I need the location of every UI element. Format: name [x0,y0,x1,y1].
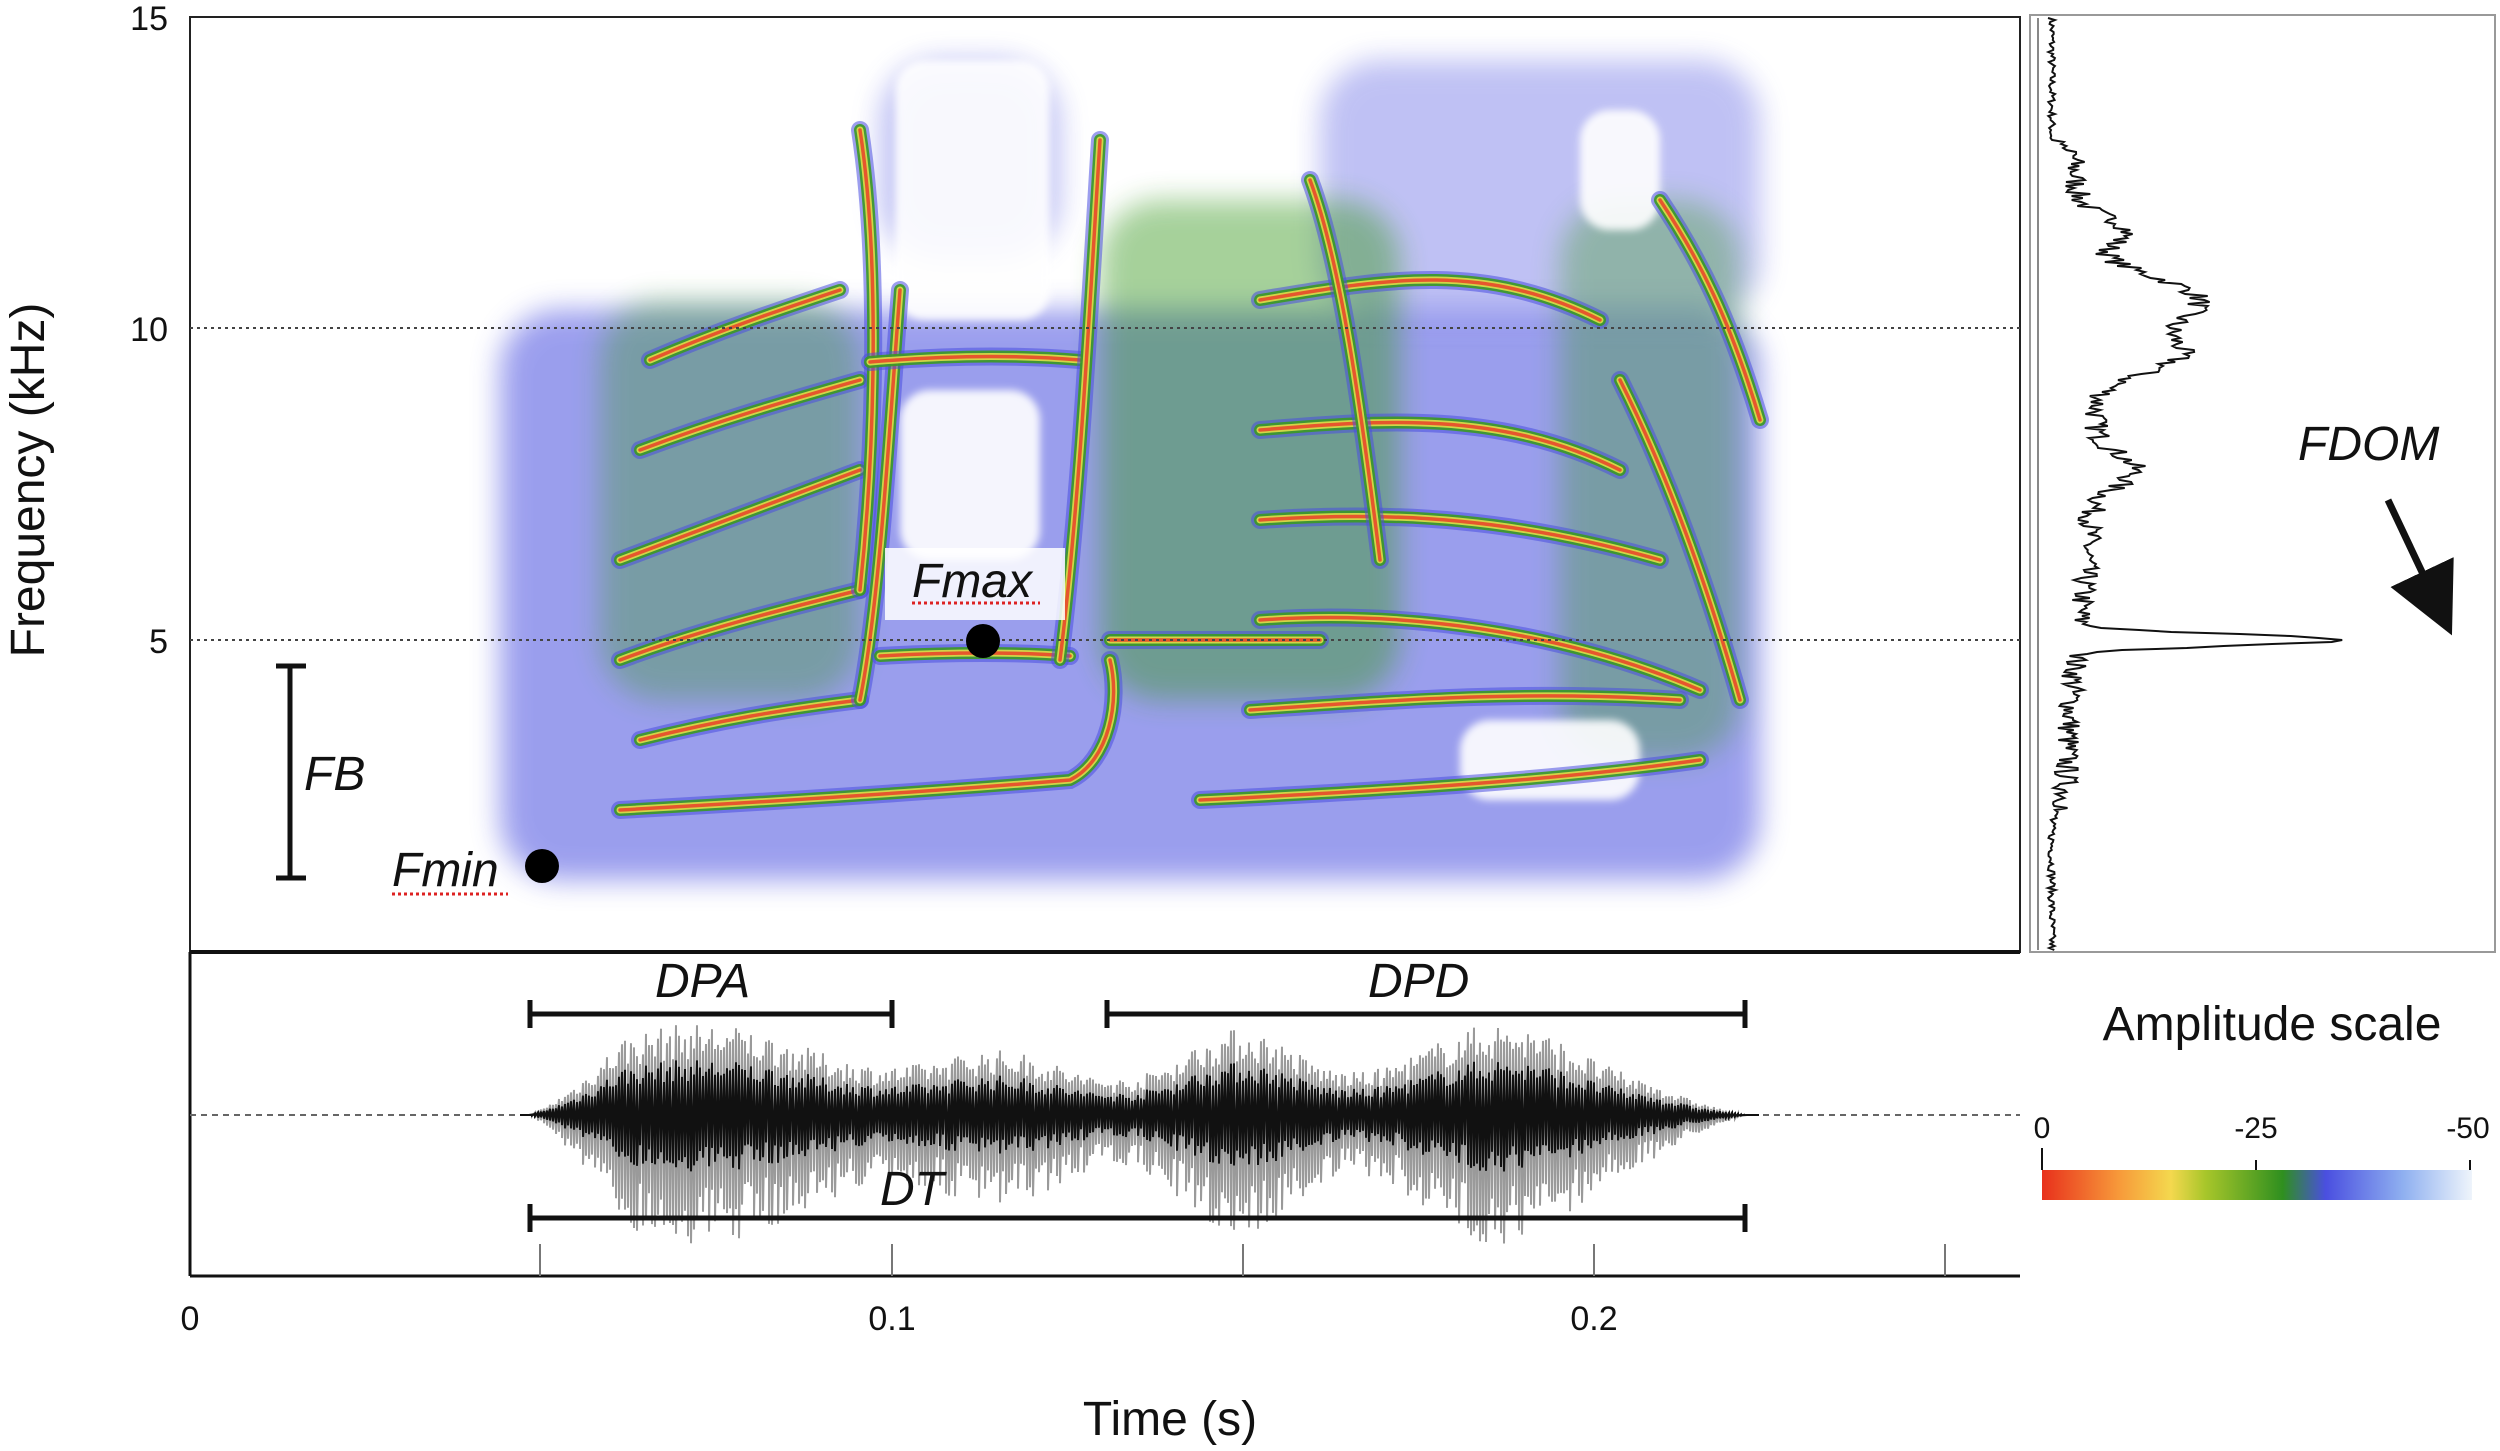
harmonic-trace-10-layer-3 [1058,138,1102,662]
energy-region-4 [1100,200,1400,700]
amplitude-scale-label-50: -50 [2446,1112,2489,1145]
fdom-label: FDOM [2298,418,2439,471]
fmin-label: Fmin [392,844,499,897]
y-tick-10: 10 [130,311,168,349]
harmonic-trace-9-layer-3 [618,658,1116,812]
fb-label: FB [304,748,365,801]
fdom-arrow [2384,498,2454,636]
power-spectrum-panel [2029,14,2496,953]
harmonic-trace-12-layer-3 [1258,615,1702,692]
harmonic-trace-8-layer-3 [868,354,1082,364]
y-tick-5: 5 [149,623,168,661]
energy-region-5 [1560,200,1740,760]
harmonic-trace-13-layer-3 [1258,278,1602,322]
spectrogram-panel [189,16,2021,953]
x-tick-0-2: 0.2 [1570,1300,1617,1338]
fb-bracket [276,663,306,881]
quiet-region-2 [1580,110,1660,230]
x-tick-marks [539,1244,1946,1276]
dpa-label: DPA [655,955,750,1008]
harmonic-trace-20-layer-3 [1308,178,1382,562]
fmax-label: Fmax [912,555,1034,608]
harmonic-trace-17-layer-3 [1248,694,1682,712]
amplitude-scale-label-25: -25 [2234,1112,2277,1145]
amplitude-scale-title: Amplitude scale [2103,998,2442,1051]
dpd-label: DPD [1368,955,1469,1008]
dpa-bracket [527,1000,895,1028]
y-tick-15: 15 [130,0,168,38]
spectrogram-harmonics [611,121,1769,819]
fmax-label-bg [885,548,1065,620]
quiet-region-1 [900,390,1040,560]
x-tick-0: 0 [181,1300,200,1338]
harmonic-trace-18-layer-3 [1618,378,1742,702]
power-spectrum-curve [2044,17,2343,951]
harmonic-trace-5-layer-3 [858,288,902,702]
x-axis-title: Time (s) [1083,1393,1257,1446]
harmonic-trace-14-layer-3 [1258,420,1622,472]
harmonic-trace-3-layer-3 [648,288,842,362]
dt-bracket [527,1204,1748,1232]
x-tick-0-1: 0.1 [868,1300,915,1338]
harmonic-trace-16-layer-3 [1198,758,1702,802]
amplitude-scale-bar [2042,1170,2472,1200]
waveform-panel [188,950,2020,1278]
dpd-bracket [1104,1000,1748,1028]
harmonic-trace-1-layer-3 [618,468,862,562]
dt-label: DT [880,1163,948,1216]
harmonic-trace-19-layer-3 [1658,198,1762,422]
fmax-marker [966,624,1000,658]
waveform-signal [520,1060,1759,1172]
amplitude-scale-label-0: 0 [2034,1112,2051,1145]
fmin-marker [525,849,559,883]
quiet-region-0 [895,60,1050,320]
harmonic-trace-2-layer-3 [638,378,862,452]
amplitude-scale-ticks [2041,1148,2471,1170]
harmonic-trace-4-layer-3 [638,698,862,742]
harmonic-trace-0-layer-3 [618,588,862,662]
y-axis-title: Frequency (kHz) [2,303,55,658]
harmonic-trace-15-layer-3 [1258,514,1662,562]
